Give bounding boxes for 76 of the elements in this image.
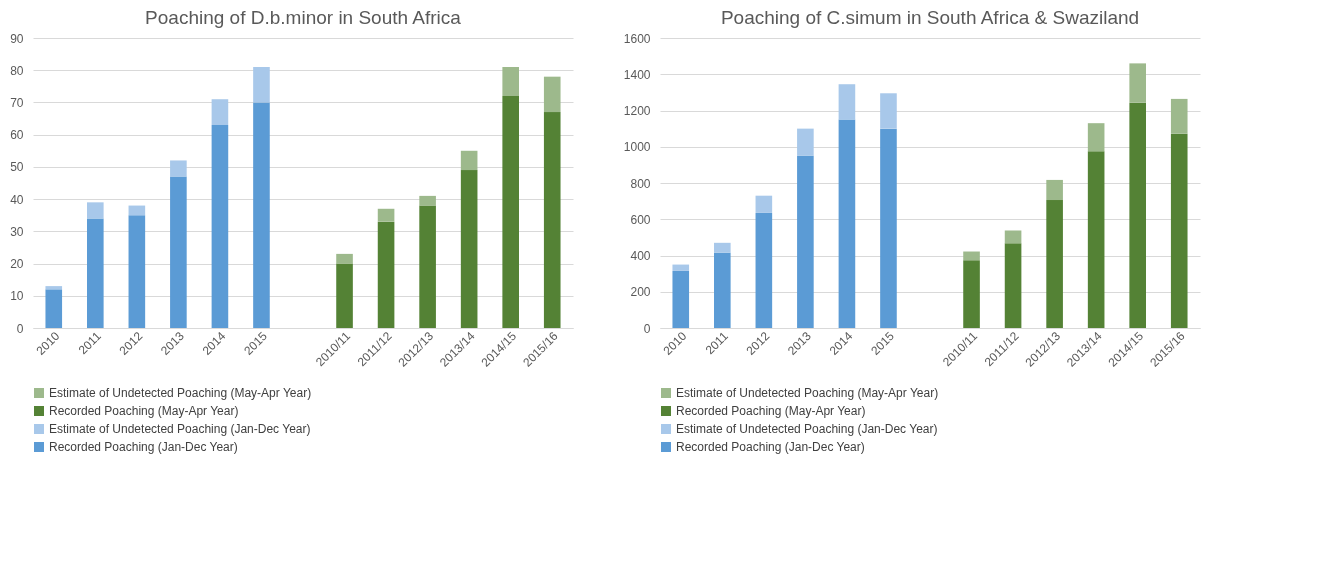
legend-label: Estimate of Undetected Poaching (May-Apr Year) [49,386,312,400]
bar [672,264,690,271]
bar [797,128,814,156]
bar [253,67,270,103]
bar [45,286,63,290]
y-tick-label: 200 [630,285,651,300]
bar [211,99,229,125]
chart-title: Poaching of C.simum in South Africa & Swaziland [720,7,1140,28]
bar [755,212,773,328]
bar [543,76,561,113]
y-tick-label: 600 [630,212,651,227]
bar [1004,243,1022,328]
bar [211,125,229,328]
bar [1170,133,1188,328]
y-tick-label: 40 [10,192,24,207]
y-tick-label: 70 [10,95,24,110]
bar [1087,123,1105,152]
chart-title: Poaching of D.b.minor in South Africa [145,7,462,28]
bar [1046,200,1063,328]
bar [880,128,897,328]
bar [128,215,146,328]
bar [336,263,353,328]
y-tick-label: 1600 [623,31,651,46]
y-tick-label: 30 [10,224,24,239]
bar [963,260,980,328]
bar [1046,179,1063,201]
bar [87,202,104,219]
bar [419,195,436,206]
bar [502,96,519,328]
y-tick-label: 800 [630,176,651,191]
y-tick-label: 400 [630,249,651,263]
y-tick-label: 80 [10,63,24,78]
bar [963,251,980,261]
bar [880,93,897,129]
bar [838,84,856,120]
y-tick-label: 0 [16,321,24,336]
bar [1129,63,1146,103]
y-tick-label: 1400 [623,67,651,82]
y-tick-label: 60 [10,128,24,143]
legend-label: Estimate of Undetected Poaching (Jan-Dec Year) [49,422,311,436]
legend-label: Estimate of Undetected Poaching (Jan-Dec Year) [676,422,938,436]
legend-label: Recorded Poaching (Jan-Dec Year) [676,440,865,454]
legend-label: Recorded Poaching (May-Apr Year) [676,404,866,418]
bar [838,119,856,328]
bar [672,270,690,328]
y-tick-label: 50 [10,160,24,175]
bar [419,205,436,328]
bar [377,221,395,328]
bar [336,253,353,264]
bar [1004,230,1022,244]
legend-label: Recorded Poaching (Jan-Dec Year) [49,440,238,454]
bar [755,195,773,213]
bar [460,150,478,171]
bar [45,289,63,328]
y-tick-label: 1000 [623,140,651,155]
legend-label: Recorded Poaching (May-Apr Year) [49,404,239,418]
bar [170,160,187,177]
y-tick-label: 10 [10,289,24,304]
bar [87,218,104,328]
bar [1170,98,1188,134]
bar [460,170,478,328]
bar [170,176,187,328]
legend-label: Estimate of Undetected Poaching (May-Apr Year) [676,386,939,400]
y-tick-label: 90 [10,31,24,46]
y-tick-label: 0 [643,321,651,336]
bar [1087,151,1105,328]
y-tick-label: 1200 [623,104,651,118]
bar [253,102,270,328]
bar [543,112,561,328]
y-tick-label: 20 [10,257,24,272]
bar [714,252,731,328]
bar [502,67,519,96]
bar [714,242,731,253]
bar [1129,102,1146,328]
bar [797,155,814,328]
bar [377,208,395,222]
